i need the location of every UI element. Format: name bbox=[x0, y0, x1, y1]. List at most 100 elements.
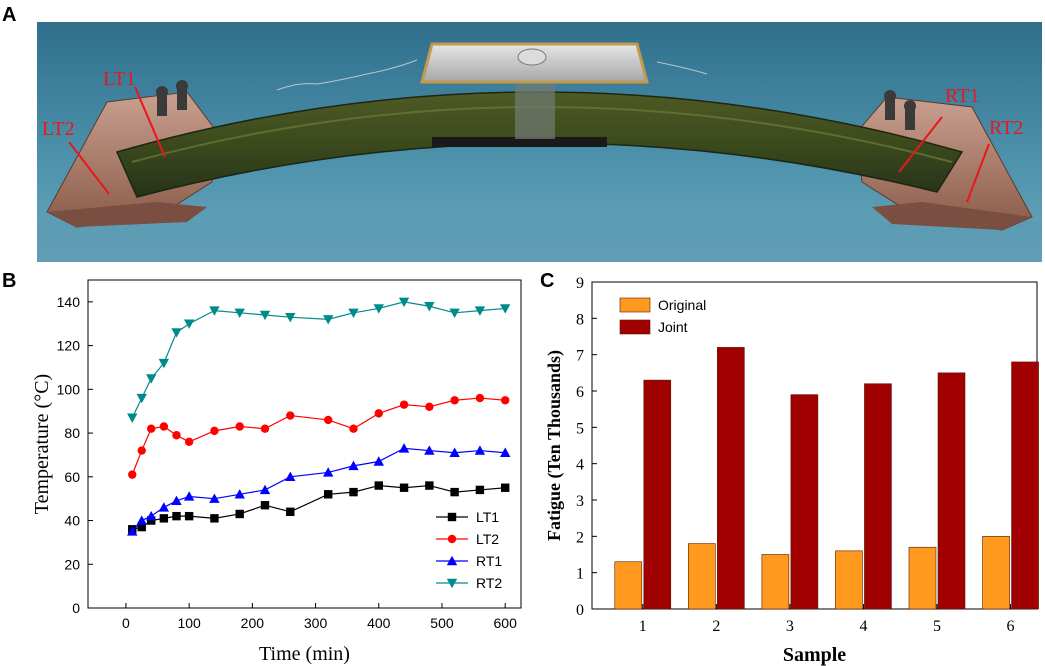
data-point-rt2 bbox=[259, 310, 271, 321]
x-tick-label: 6 bbox=[1007, 618, 1015, 635]
bar-original bbox=[908, 546, 937, 610]
data-point-rt1 bbox=[474, 445, 486, 455]
data-point-lt2 bbox=[425, 402, 434, 412]
photo-label-rt1: RT1 bbox=[945, 85, 979, 107]
specimen-photo: LT1 LT2 RT1 RT2 bbox=[37, 22, 1042, 262]
data-point-lt1 bbox=[500, 483, 510, 492]
x-axis-label: Time (min) bbox=[259, 643, 350, 665]
data-point-lt1 bbox=[172, 511, 181, 521]
data-point-rt1 bbox=[348, 460, 359, 471]
legend-label-original: Original bbox=[658, 297, 706, 313]
y-tick-label: 0 bbox=[576, 602, 584, 619]
data-point-lt1 bbox=[450, 487, 459, 497]
data-point-rt2 bbox=[146, 374, 157, 384]
x-tick-label: 200 bbox=[241, 615, 265, 631]
y-tick-label: 5 bbox=[576, 420, 584, 437]
x-tick-label: 1 bbox=[639, 618, 647, 635]
photo-label-lt1: LT1 bbox=[103, 68, 136, 90]
data-point-rt1 bbox=[285, 471, 296, 481]
data-point-rt1 bbox=[127, 526, 138, 536]
left-bolts bbox=[156, 80, 188, 116]
y-axis-label: Fatigue (Ten Thousands) bbox=[544, 350, 565, 541]
data-point-lt1 bbox=[374, 481, 383, 490]
legend: LT1 LT2 RT1 RT2 bbox=[436, 509, 502, 591]
data-point-lt2 bbox=[399, 400, 409, 409]
bar-joint bbox=[717, 347, 745, 610]
center-bolt bbox=[517, 48, 547, 66]
bar-joint bbox=[790, 394, 819, 610]
data-point-rt2 bbox=[449, 308, 460, 318]
data-point-lt2 bbox=[235, 422, 244, 431]
x-axis-label: Sample bbox=[783, 644, 846, 666]
data-point-lt2 bbox=[260, 424, 270, 433]
data-point-lt1 bbox=[137, 522, 146, 532]
data-point-lt2 bbox=[128, 470, 137, 479]
x-tick-label: 4 bbox=[859, 618, 867, 635]
y-tick-label: 8 bbox=[576, 311, 584, 328]
legend-label-rt1: RT1 bbox=[476, 553, 502, 569]
data-point-rt2 bbox=[136, 393, 147, 404]
bar-joint bbox=[1011, 361, 1039, 610]
bar-original bbox=[688, 543, 716, 610]
data-point-rt1 bbox=[171, 495, 182, 506]
data-point-rt1 bbox=[136, 515, 147, 525]
data-point-rt2 bbox=[127, 413, 138, 423]
series-line-rt2 bbox=[131, 301, 506, 419]
data-point-lt2 bbox=[210, 426, 219, 436]
data-point-rt2 bbox=[424, 302, 435, 312]
data-point-lt1 bbox=[159, 514, 169, 523]
data-point-rt2 bbox=[373, 304, 384, 314]
legend: Original Joint bbox=[619, 297, 706, 335]
data-point-rt2 bbox=[209, 306, 220, 316]
data-point-rt2 bbox=[158, 358, 170, 369]
legend-label-joint: Joint bbox=[658, 319, 688, 335]
data-point-lt1 bbox=[286, 507, 295, 516]
x-tick-label: 3 bbox=[786, 618, 794, 635]
leader-rt2 bbox=[966, 143, 990, 203]
fatigue-bar-chart: 0 1 2 3 4 5 6 7 8 9 1 2 3 4 5 6 Sample Fatigue (Ten Thous… bbox=[544, 275, 1039, 666]
data-point-rt2 bbox=[474, 306, 486, 316]
legend-swatch-original bbox=[619, 297, 651, 313]
series-line-lt2 bbox=[131, 397, 506, 475]
y-tick-label: 120 bbox=[57, 338, 81, 354]
data-point-rt2 bbox=[398, 297, 410, 308]
data-point-rt1 bbox=[234, 489, 245, 499]
data-point-rt1 bbox=[373, 456, 384, 466]
x-tick-label: 500 bbox=[430, 615, 454, 631]
panel-label-b: B bbox=[2, 270, 17, 292]
panel-label-c: C bbox=[540, 270, 555, 292]
data-point-rt1 bbox=[449, 447, 460, 457]
data-point-lt1 bbox=[260, 501, 270, 510]
series-lt2 bbox=[128, 393, 510, 479]
data-point-lt2 bbox=[137, 446, 146, 455]
right-bolts bbox=[884, 90, 916, 130]
bar-joint bbox=[643, 379, 672, 610]
legend-marker-rt2 bbox=[446, 578, 458, 589]
y-tick-label: 40 bbox=[64, 513, 80, 529]
series-line-lt1 bbox=[132, 484, 506, 530]
x-tick-label: 400 bbox=[367, 615, 391, 631]
data-point-lt1 bbox=[210, 514, 219, 523]
legend-marker-rt1 bbox=[446, 555, 458, 566]
series-lt1 bbox=[128, 481, 510, 534]
left-clamp-base bbox=[47, 202, 207, 227]
center-joint bbox=[515, 84, 555, 139]
photo-leader-lines bbox=[68, 86, 990, 203]
temperature-line-chart: 0 20 40 60 80 100 120 140 0 100 200 300 400 500 600 Tim… bbox=[31, 279, 522, 665]
legend-marker-lt1 bbox=[447, 512, 457, 522]
data-point-lt1 bbox=[425, 481, 434, 490]
data-point-lt1 bbox=[349, 487, 358, 497]
bar-original bbox=[835, 550, 863, 610]
data-point-rt2 bbox=[183, 319, 195, 329]
data-point-lt1 bbox=[324, 490, 333, 499]
data-point-lt2 bbox=[184, 437, 194, 447]
data-point-rt1 bbox=[323, 467, 334, 477]
data-point-rt2 bbox=[234, 308, 245, 318]
data-point-lt2 bbox=[500, 396, 510, 405]
handwriting-marks bbox=[276, 59, 708, 91]
data-point-lt2 bbox=[172, 431, 181, 440]
data-point-lt1 bbox=[184, 511, 194, 521]
legend-marker-lt2 bbox=[447, 534, 457, 544]
data-point-rt1 bbox=[424, 445, 435, 455]
ground-shadow bbox=[37, 222, 1042, 262]
